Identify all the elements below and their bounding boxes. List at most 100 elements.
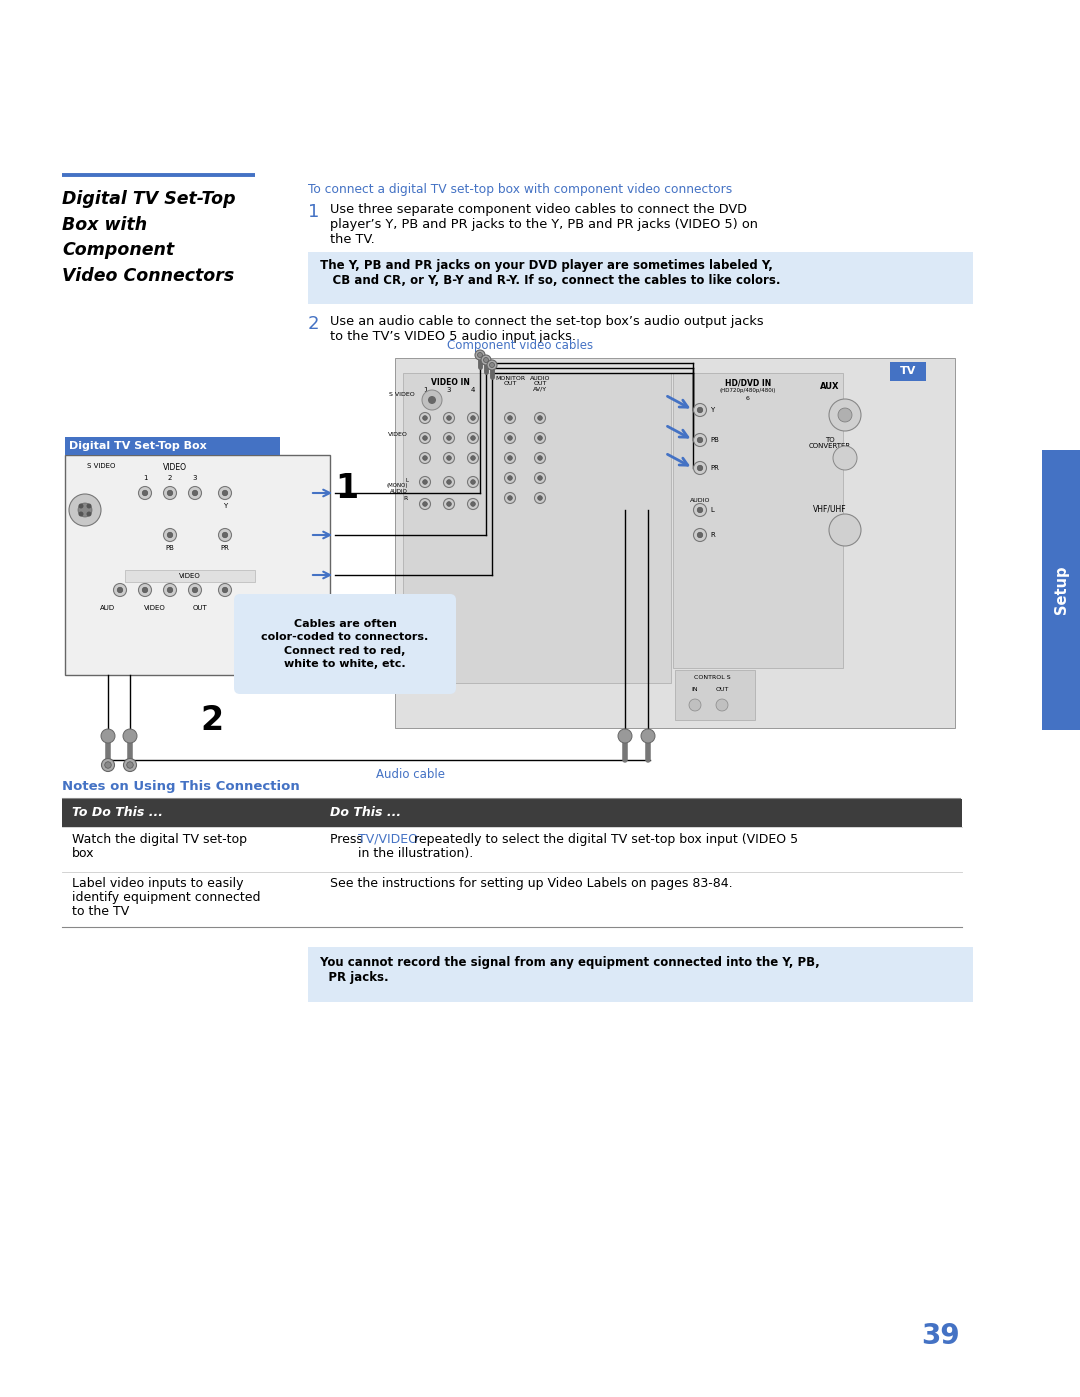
Text: 39: 39 — [921, 1322, 960, 1350]
Text: 1: 1 — [422, 387, 428, 393]
Circle shape — [508, 416, 512, 420]
Text: HD/DVD IN: HD/DVD IN — [725, 379, 771, 387]
Circle shape — [167, 532, 173, 538]
Text: L
(MONO)
AUDIO: L (MONO) AUDIO — [387, 478, 408, 493]
Text: AUDIO: AUDIO — [690, 497, 711, 503]
Circle shape — [642, 729, 654, 743]
Circle shape — [447, 455, 451, 460]
Text: Y: Y — [222, 503, 227, 509]
FancyBboxPatch shape — [234, 594, 456, 694]
Text: Use three separate component video cables to connect the DVD: Use three separate component video cable… — [330, 203, 747, 217]
Circle shape — [222, 587, 228, 592]
Circle shape — [468, 499, 478, 510]
Circle shape — [102, 759, 114, 771]
FancyBboxPatch shape — [675, 671, 755, 719]
Circle shape — [444, 433, 455, 443]
Circle shape — [508, 496, 512, 500]
Circle shape — [419, 499, 431, 510]
Text: TO
CONVERTER: TO CONVERTER — [809, 437, 851, 450]
Circle shape — [444, 453, 455, 464]
Circle shape — [422, 455, 428, 460]
Circle shape — [504, 453, 515, 464]
Circle shape — [419, 476, 431, 488]
Text: 1: 1 — [308, 203, 320, 221]
FancyBboxPatch shape — [1042, 450, 1080, 731]
Text: CB and CR, or Y, B-Y and R-Y. If so, connect the cables to like colors.: CB and CR, or Y, B-Y and R-Y. If so, con… — [316, 274, 781, 286]
Circle shape — [422, 502, 428, 506]
Text: 1: 1 — [143, 475, 147, 481]
Circle shape — [468, 412, 478, 423]
Circle shape — [143, 490, 148, 496]
Circle shape — [693, 461, 706, 475]
Text: PR: PR — [220, 545, 229, 550]
Circle shape — [422, 436, 428, 440]
Circle shape — [167, 587, 173, 592]
Circle shape — [481, 355, 491, 365]
Circle shape — [189, 584, 202, 597]
FancyBboxPatch shape — [403, 373, 671, 683]
Circle shape — [833, 446, 858, 469]
Text: VIDEO: VIDEO — [144, 605, 166, 610]
Circle shape — [504, 472, 515, 483]
Text: To Do This ...: To Do This ... — [72, 806, 163, 820]
Text: 2: 2 — [167, 475, 172, 481]
Circle shape — [163, 528, 176, 542]
Text: 1: 1 — [335, 472, 359, 504]
Circle shape — [163, 486, 176, 500]
FancyBboxPatch shape — [673, 373, 843, 668]
Circle shape — [189, 486, 202, 500]
Circle shape — [447, 416, 451, 420]
FancyBboxPatch shape — [890, 362, 926, 381]
Circle shape — [123, 729, 137, 743]
Text: AUX: AUX — [820, 381, 840, 391]
Circle shape — [444, 476, 455, 488]
Circle shape — [126, 761, 133, 768]
Circle shape — [218, 486, 231, 500]
Text: To connect a digital TV set-top box with component video connectors: To connect a digital TV set-top box with… — [308, 183, 732, 196]
Circle shape — [535, 493, 545, 503]
Circle shape — [838, 408, 852, 422]
Text: Digital TV Set-Top
Box with
Component
Video Connectors: Digital TV Set-Top Box with Component Vi… — [62, 190, 235, 285]
Text: PR: PR — [710, 465, 719, 471]
Text: in the illustration).: in the illustration). — [357, 847, 473, 861]
Circle shape — [444, 412, 455, 423]
Circle shape — [538, 476, 542, 481]
Text: Cables are often
color-coded to connectors.
Connect red to red,
white to white, : Cables are often color-coded to connecto… — [261, 619, 429, 669]
Text: VIDEO: VIDEO — [179, 573, 201, 578]
Text: See the instructions for setting up Video Labels on pages 83-84.: See the instructions for setting up Vide… — [330, 877, 732, 890]
Text: 2: 2 — [308, 314, 320, 332]
Circle shape — [163, 584, 176, 597]
Circle shape — [618, 729, 632, 743]
Text: TV: TV — [900, 366, 916, 377]
Circle shape — [471, 416, 475, 420]
Circle shape — [829, 514, 861, 546]
Circle shape — [508, 436, 512, 440]
Circle shape — [504, 493, 515, 503]
Circle shape — [86, 503, 92, 509]
Text: Do This ...: Do This ... — [330, 806, 401, 820]
Circle shape — [698, 437, 703, 443]
FancyBboxPatch shape — [395, 358, 955, 728]
Text: 3: 3 — [447, 387, 451, 393]
Text: CONTROL S: CONTROL S — [693, 675, 730, 680]
Text: PR jacks.: PR jacks. — [316, 971, 389, 983]
FancyBboxPatch shape — [62, 351, 1022, 745]
Circle shape — [693, 503, 706, 517]
Text: R: R — [404, 496, 408, 500]
Text: 4: 4 — [471, 387, 475, 393]
Circle shape — [79, 503, 83, 509]
Circle shape — [78, 503, 92, 517]
Text: VIDEO IN: VIDEO IN — [431, 379, 470, 387]
Text: Watch the digital TV set-top: Watch the digital TV set-top — [72, 833, 247, 847]
Text: You cannot record the signal from any equipment connected into the Y, PB,: You cannot record the signal from any eq… — [316, 956, 820, 970]
Circle shape — [143, 587, 148, 592]
Circle shape — [689, 698, 701, 711]
Circle shape — [447, 502, 451, 506]
Text: Notes on Using This Connection: Notes on Using This Connection — [62, 780, 300, 793]
Circle shape — [419, 412, 431, 423]
Text: IN: IN — [691, 687, 699, 692]
Circle shape — [508, 455, 512, 460]
Circle shape — [86, 511, 92, 517]
Circle shape — [69, 495, 102, 527]
Text: Label video inputs to easily: Label video inputs to easily — [72, 877, 243, 890]
